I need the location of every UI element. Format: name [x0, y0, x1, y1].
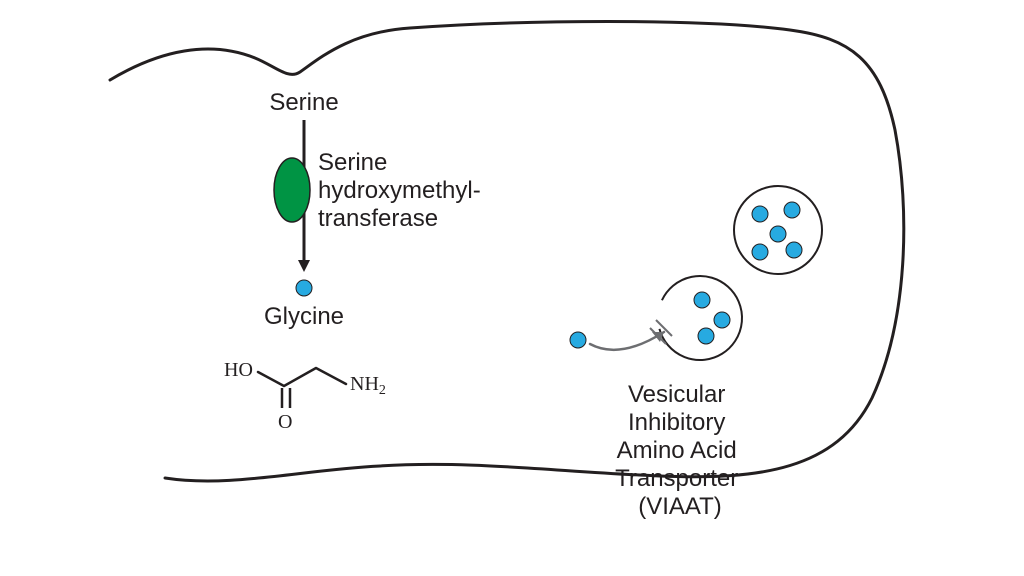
vesicle-molecule-icon: [770, 226, 786, 242]
svg-text:O: O: [278, 411, 292, 433]
vesicle-molecule-icon: [752, 206, 768, 222]
viaat-label: Vesicular Inhibitory Amino Acid Transpor…: [615, 381, 745, 520]
serine-label: Serine: [269, 89, 338, 116]
vesicle-small: [659, 276, 742, 360]
glycine-label: Glycine: [264, 303, 344, 330]
free-molecule-icon: [570, 332, 586, 348]
svg-text:NH2: NH2: [350, 373, 386, 398]
diagram-canvas: HO O NH2 Serine Serine hydroxymethyl- tr…: [0, 0, 1024, 576]
enzyme-icon: [274, 158, 310, 222]
transport-arrow: [590, 320, 672, 350]
glycine-structure: HO O NH2: [224, 359, 386, 433]
vesicle-molecule-icon: [694, 292, 710, 308]
vesicle-molecule-icon: [714, 312, 730, 328]
vesicle-molecule-icon: [698, 328, 714, 344]
glycine-molecule-icon: [296, 280, 312, 296]
vesicle-molecule-icon: [786, 242, 802, 258]
enzyme-label: Serine hydroxymethyl- transferase: [318, 149, 487, 232]
vesicle-molecule-icon: [784, 202, 800, 218]
cell-outline: [110, 22, 904, 481]
vesicle-molecule-icon: [752, 244, 768, 260]
vesicle-large: [734, 186, 822, 274]
svg-text:HO: HO: [224, 359, 253, 381]
